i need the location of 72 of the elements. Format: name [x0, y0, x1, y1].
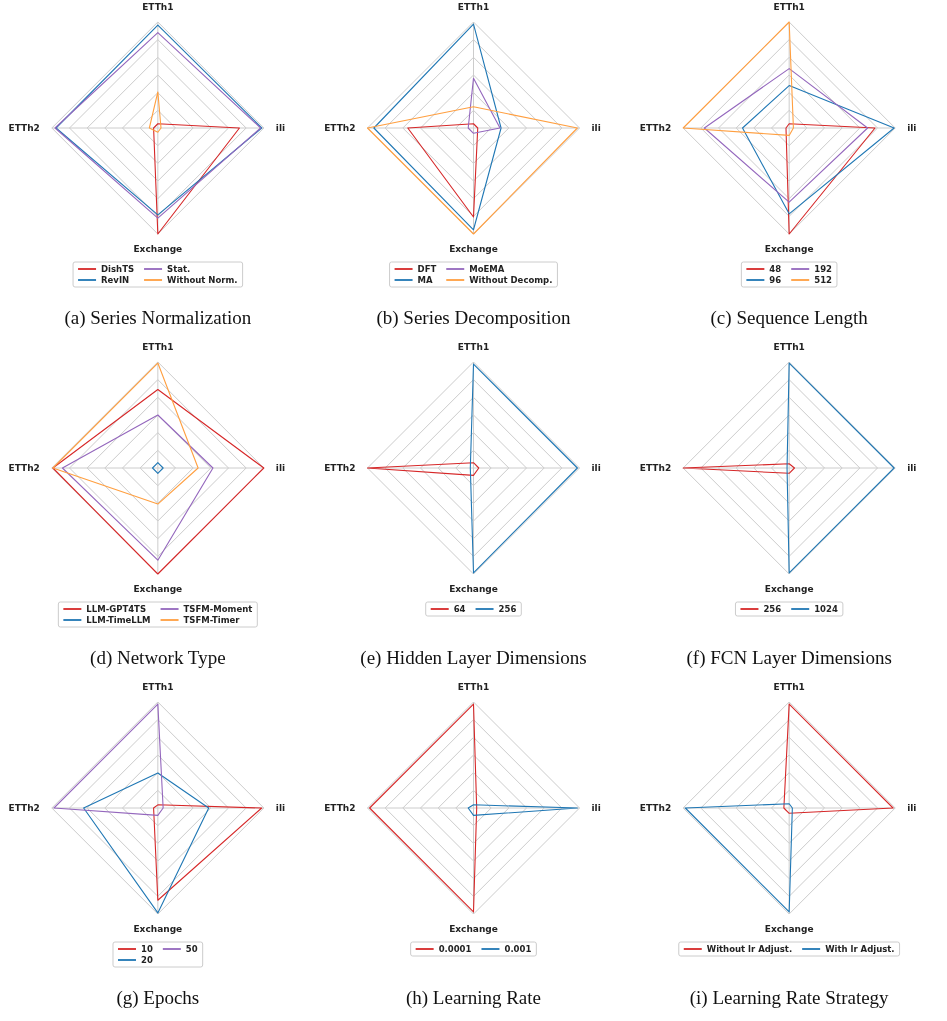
legend-label: 10 — [140, 944, 153, 955]
legend-label: Without Decomp. — [469, 275, 553, 286]
spoke-label: ili — [275, 803, 286, 813]
spoke-label: ili — [591, 803, 601, 813]
spoke-label: ETTh2 — [8, 123, 40, 133]
text: (c) Sequence Length — [710, 307, 869, 329]
spoke-label: ili — [591, 123, 601, 133]
legend-label: 192 — [814, 264, 833, 275]
legend-label: DFT — [417, 264, 437, 275]
text: (h) Learning Rate — [405, 987, 542, 1009]
legend-label: MoEMA — [469, 264, 505, 275]
legend-label: 0.001 — [504, 944, 532, 955]
legend-label: TSFM-Timer — [183, 615, 241, 626]
legend-label: RevIN — [101, 275, 130, 286]
spoke-label: ETTh1 — [457, 342, 490, 352]
spoke-label: ili — [591, 463, 601, 473]
spoke-label: ETTh2 — [639, 463, 672, 473]
spoke-label: Exchange — [133, 924, 183, 934]
spoke-label: ili — [907, 463, 917, 473]
spoke-label: ETTh2 — [639, 803, 672, 813]
spoke-label: ETTh2 — [324, 123, 356, 133]
text: (i) Learning Rate Strategy — [689, 987, 890, 1009]
legend-label: Without Norm. — [167, 275, 238, 286]
legend-label: DishTS — [101, 264, 135, 275]
legend-label: Without lr Adjust. — [706, 944, 793, 955]
legend-label: LLM-TimeLLM — [86, 615, 151, 626]
spoke-label: ETTh2 — [8, 463, 40, 473]
legend-label: 0.0001 — [438, 944, 472, 955]
legend-label: 20 — [140, 955, 153, 966]
text: (f) FCN Layer Dimensions — [686, 647, 892, 669]
spoke-label: ili — [275, 463, 286, 473]
legend-label: With lr Adjust. — [825, 944, 895, 955]
spoke-label: ETTh1 — [773, 342, 805, 352]
legend-label: MA — [417, 275, 434, 286]
text: (a) Series Normalization — [64, 307, 252, 329]
spoke-label: ETTh2 — [324, 463, 356, 473]
legend-label: 64 — [453, 604, 466, 615]
spoke-label: ETTh1 — [773, 2, 805, 12]
legend-label: 48 — [769, 264, 782, 275]
legend-label: Stat. — [167, 264, 191, 275]
spoke-label: Exchange — [449, 924, 498, 934]
legend-label: 1024 — [814, 604, 838, 615]
legend-label: 256 — [498, 604, 517, 615]
text: (d) Network Type — [90, 647, 226, 669]
spoke-label: ili — [275, 123, 286, 133]
legend-label: LLM-GPT4TS — [86, 604, 147, 615]
spoke-label: ETTh2 — [639, 123, 672, 133]
spoke-label: Exchange — [133, 584, 183, 594]
spoke-label: ETTh1 — [773, 682, 805, 692]
legend-label: 256 — [763, 604, 782, 615]
spoke-label: ETTh1 — [457, 2, 490, 12]
spoke-label: ili — [907, 123, 917, 133]
spoke-label: ETTh1 — [142, 342, 174, 352]
text: (e) Hidden Layer Dimensions — [360, 647, 587, 669]
spoke-label: Exchange — [764, 584, 814, 594]
spoke-label: Exchange — [449, 584, 498, 594]
spoke-label: ETTh2 — [324, 803, 356, 813]
spoke-label: Exchange — [764, 244, 814, 254]
spoke-label: ETTh2 — [8, 803, 40, 813]
spoke-label: ili — [907, 803, 917, 813]
spoke-label: ETTh1 — [142, 2, 174, 12]
legend-label: 96 — [769, 275, 782, 286]
spoke-label: Exchange — [133, 244, 183, 254]
spoke-label: ETTh1 — [457, 682, 490, 692]
text: (b) Series Decomposition — [376, 307, 572, 329]
text: (g) Epochs — [116, 987, 200, 1009]
spoke-label: ETTh1 — [142, 682, 174, 692]
spoke-label: Exchange — [449, 244, 498, 254]
spoke-label: Exchange — [764, 924, 814, 934]
legend-label: 512 — [814, 275, 833, 286]
legend-label: TSFM-Moment — [183, 604, 253, 615]
legend-label: 50 — [185, 944, 198, 955]
